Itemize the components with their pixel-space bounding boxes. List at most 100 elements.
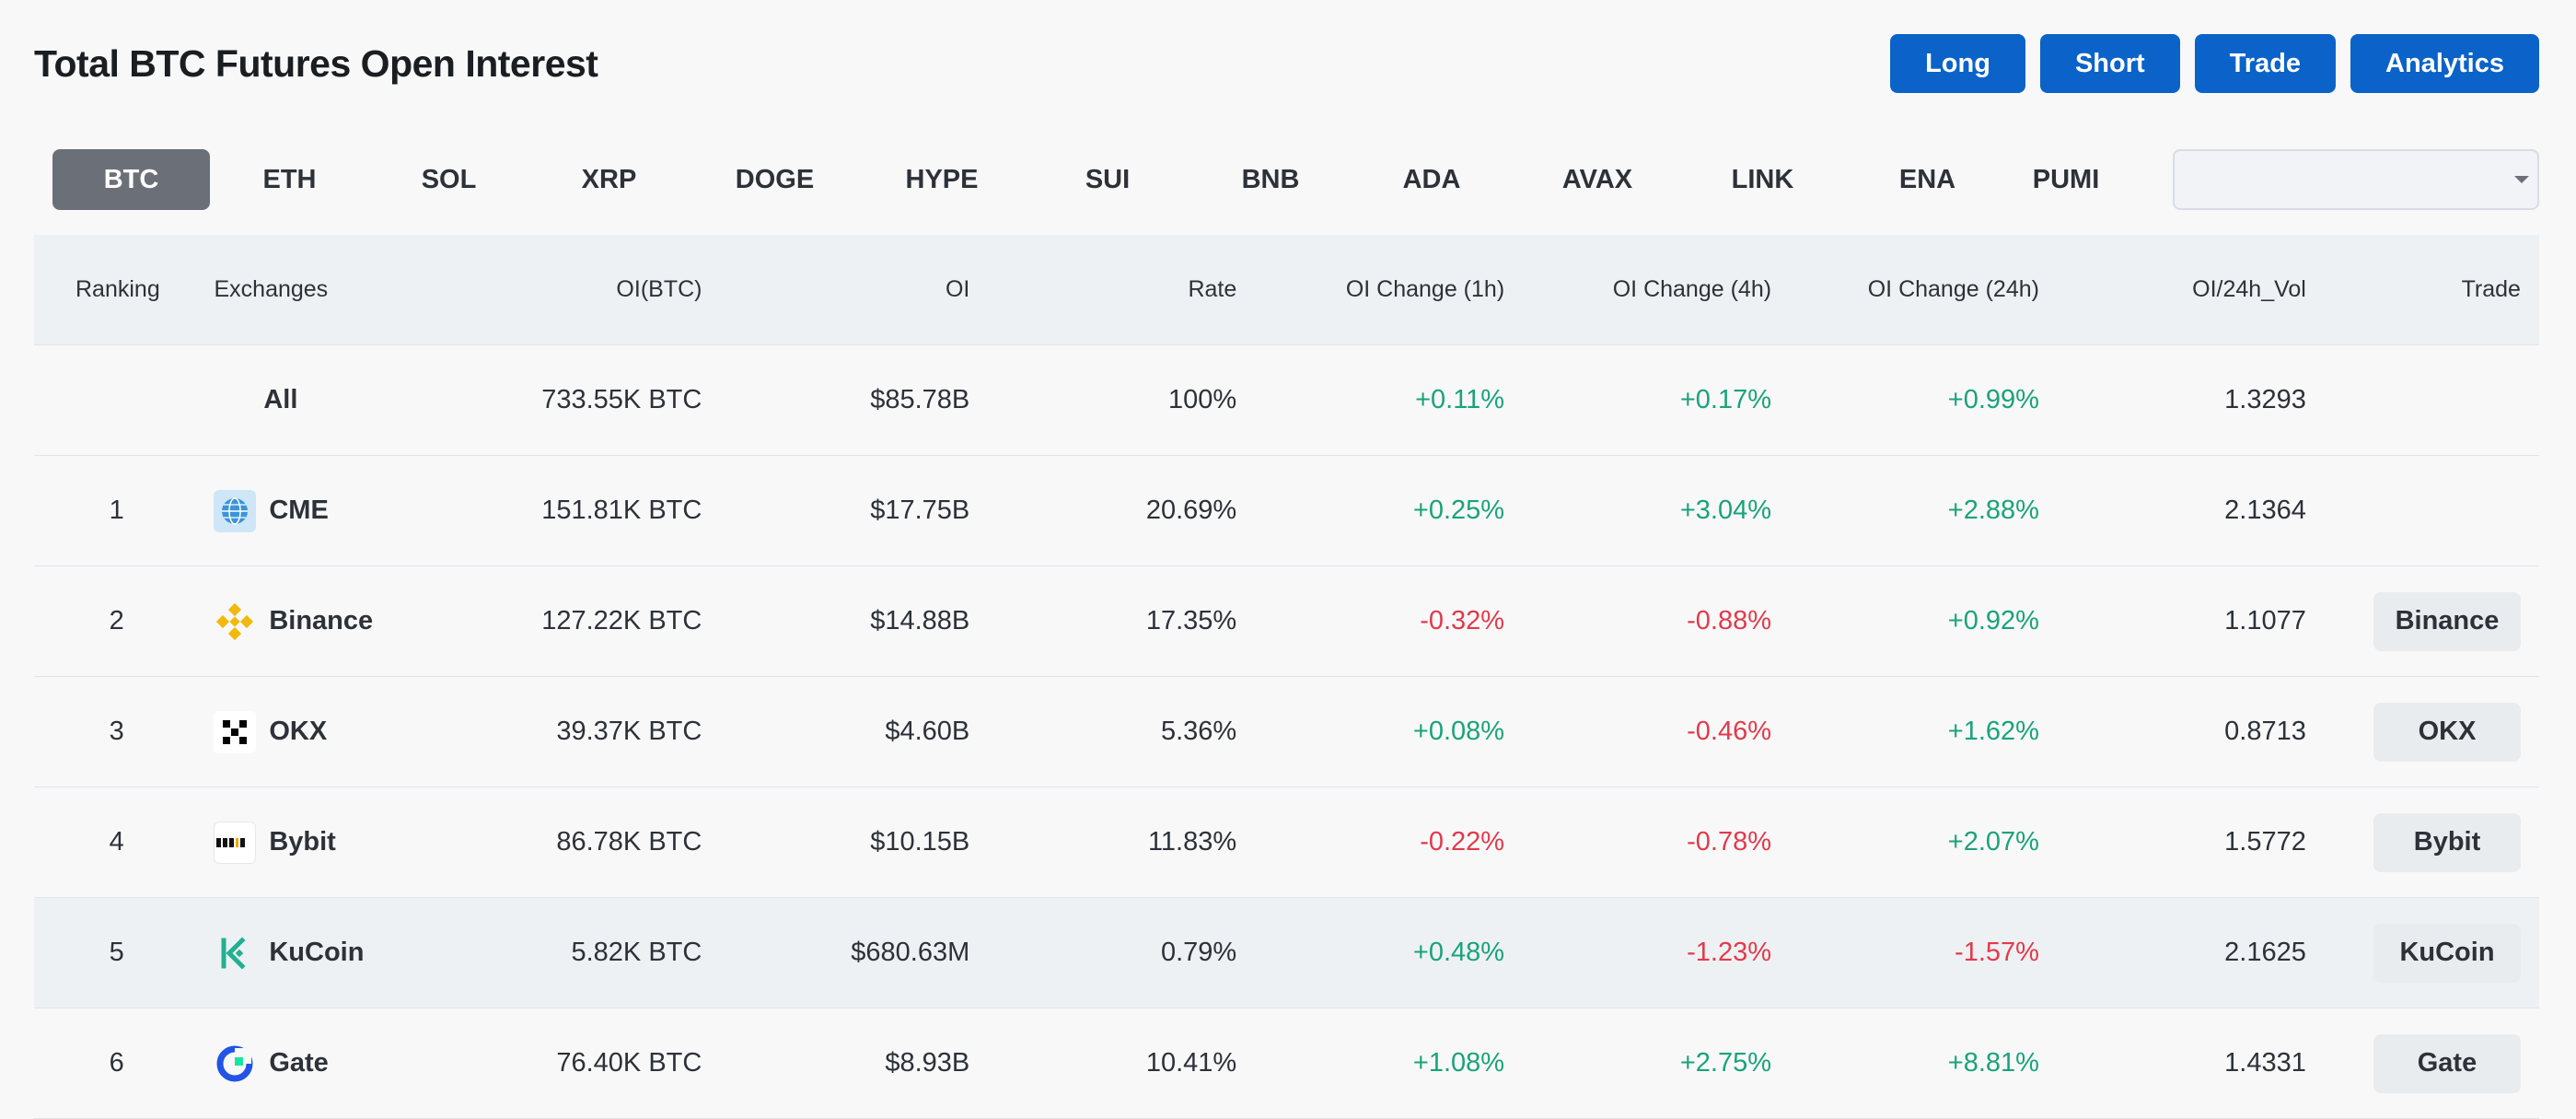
col-oi-btc[interactable]: OI(BTC) bbox=[616, 276, 702, 302]
tab-doge[interactable]: DOGE bbox=[735, 164, 815, 194]
change-4h-cell: -1.23% bbox=[1687, 938, 1772, 967]
oi-btc-cell: 39.37K BTC bbox=[556, 717, 702, 746]
trade-binance-button[interactable]: Binance bbox=[2373, 591, 2521, 651]
col-oi-change-24h[interactable]: OI Change (24h) bbox=[1867, 276, 2039, 302]
change-24h-cell: +8.81% bbox=[1947, 1048, 2039, 1078]
search-box[interactable] bbox=[2173, 149, 2539, 210]
rate-cell: 0.79% bbox=[1160, 938, 1237, 967]
analytics-button[interactable]: Analytics bbox=[2350, 34, 2539, 93]
tab-xrp[interactable]: XRP bbox=[581, 164, 637, 194]
change-4h-cell: +2.75% bbox=[1679, 1048, 1772, 1078]
change-4h-cell: +0.17% bbox=[1679, 385, 1772, 414]
exchange-name: KuCoin bbox=[269, 938, 365, 967]
trade-button[interactable]: Trade bbox=[2194, 34, 2337, 93]
binance-logo-icon bbox=[214, 600, 256, 643]
short-button[interactable]: Short bbox=[2039, 34, 2180, 93]
oi-cell: $85.78B bbox=[870, 385, 970, 414]
trade-okx-button[interactable]: OKX bbox=[2373, 702, 2521, 762]
oi-btc-cell: 127.22K BTC bbox=[541, 606, 702, 635]
col-oi-change-4h[interactable]: OI Change (4h) bbox=[1612, 276, 1772, 302]
table-row: 4 Bybit 86.78K BTC $10.15B 11.83% -0.22%… bbox=[34, 787, 2539, 898]
change-4h-cell: -0.46% bbox=[1687, 717, 1772, 746]
tab-btc[interactable]: BTC bbox=[52, 149, 210, 210]
tab-ena[interactable]: ENA bbox=[1898, 164, 1956, 194]
change-4h-cell: -0.88% bbox=[1687, 606, 1772, 635]
oi-cell: $4.60B bbox=[885, 717, 970, 746]
tab-eth[interactable]: ETH bbox=[262, 164, 317, 194]
trade-kucoin-button[interactable]: KuCoin bbox=[2373, 923, 2521, 983]
tab-hype[interactable]: HYPE bbox=[905, 164, 979, 194]
exchange-name: Gate bbox=[269, 1048, 329, 1078]
oi-cell: $10.15B bbox=[870, 827, 970, 857]
exchange-cell[interactable]: CME bbox=[199, 489, 410, 532]
rank-cell: 1 bbox=[109, 495, 124, 525]
oi-cell: $14.88B bbox=[870, 606, 970, 635]
rate-cell: 100% bbox=[1168, 385, 1237, 414]
exchange-name: Binance bbox=[269, 606, 374, 635]
exchange-name: CME bbox=[269, 495, 329, 525]
oi-cell: $680.63M bbox=[851, 938, 970, 967]
vol-ratio-cell: 2.1364 bbox=[2224, 495, 2306, 525]
col-oi[interactable]: OI bbox=[945, 276, 970, 302]
page-header: Total BTC Futures Open Interest Long Sho… bbox=[34, 34, 2539, 93]
vol-ratio-cell: 1.4331 bbox=[2224, 1048, 2306, 1078]
change-4h-cell: +3.04% bbox=[1679, 495, 1772, 525]
tab-bnb[interactable]: BNB bbox=[1241, 164, 1300, 194]
chevron-down-icon[interactable] bbox=[2514, 176, 2529, 183]
change-24h-cell: +0.99% bbox=[1947, 385, 2039, 414]
trade-gate-button[interactable]: Gate bbox=[2373, 1033, 2521, 1093]
exchange-cell[interactable]: KuCoin bbox=[199, 932, 410, 974]
bybit-logo-icon bbox=[214, 821, 257, 864]
change-1h-cell: -0.22% bbox=[1420, 827, 1505, 857]
tab-pumi[interactable]: PUMI bbox=[2032, 164, 2100, 194]
change-1h-cell: -0.32% bbox=[1420, 606, 1505, 635]
oi-cell: $17.75B bbox=[870, 495, 970, 525]
col-rate[interactable]: Rate bbox=[1188, 276, 1237, 302]
rank-cell: 6 bbox=[109, 1048, 124, 1078]
open-interest-table: Ranking Exchanges OI(BTC) OI Rate OI Cha… bbox=[34, 235, 2539, 1119]
tab-ada[interactable]: ADA bbox=[1402, 164, 1461, 194]
table-header: Ranking Exchanges OI(BTC) OI Rate OI Cha… bbox=[34, 235, 2539, 345]
table-row-all: All 733.55K BTC $85.78B 100% +0.11% +0.1… bbox=[34, 345, 2539, 456]
table-row: 6 Gate 76.40K BTC $8.93B 10.41% +1.08% +… bbox=[34, 1008, 2539, 1119]
oi-btc-cell: 5.82K BTC bbox=[571, 938, 702, 967]
change-1h-cell: +0.48% bbox=[1412, 938, 1505, 967]
exchange-cell[interactable]: Bybit bbox=[199, 821, 410, 864]
okx-logo-icon bbox=[214, 710, 257, 753]
change-24h-cell: +1.62% bbox=[1947, 717, 2039, 746]
kucoin-logo-icon bbox=[214, 932, 256, 974]
col-exchanges[interactable]: Exchanges bbox=[214, 276, 329, 302]
col-oi-24h-vol[interactable]: OI/24h_Vol bbox=[2192, 276, 2306, 302]
gate-logo-icon bbox=[214, 1043, 256, 1085]
change-4h-cell: -0.78% bbox=[1687, 827, 1772, 857]
rank-cell: 2 bbox=[109, 606, 124, 635]
tab-sui[interactable]: SUI bbox=[1085, 164, 1131, 194]
change-24h-cell: +2.88% bbox=[1947, 495, 2039, 525]
change-1h-cell: +0.08% bbox=[1412, 717, 1505, 746]
tab-avax[interactable]: AVAX bbox=[1561, 164, 1633, 194]
tab-link[interactable]: LINK bbox=[1731, 164, 1794, 194]
change-1h-cell: +1.08% bbox=[1412, 1048, 1505, 1078]
search-input[interactable] bbox=[2206, 165, 2514, 194]
trade-bybit-button[interactable]: Bybit bbox=[2373, 812, 2521, 872]
exchange-cell[interactable]: OKX bbox=[199, 710, 410, 753]
rate-cell: 5.36% bbox=[1160, 717, 1237, 746]
table-row: 2 Binance 127.22K BTC $14.88B 17.35% -0.… bbox=[34, 566, 2539, 677]
tab-sol[interactable]: SOL bbox=[421, 164, 477, 194]
cme-logo-icon bbox=[214, 489, 257, 532]
rank-cell: 3 bbox=[109, 717, 124, 746]
vol-ratio-cell: 1.1077 bbox=[2224, 606, 2306, 635]
oi-btc-cell: 733.55K BTC bbox=[541, 385, 702, 414]
rate-cell: 11.83% bbox=[1147, 827, 1237, 857]
oi-btc-cell: 86.78K BTC bbox=[556, 827, 702, 857]
oi-btc-cell: 76.40K BTC bbox=[556, 1048, 702, 1078]
change-24h-cell: +2.07% bbox=[1947, 827, 2039, 857]
col-ranking[interactable]: Ranking bbox=[75, 276, 160, 302]
exchange-name: Bybit bbox=[269, 827, 336, 857]
oi-btc-cell: 151.81K BTC bbox=[541, 495, 702, 525]
exchange-cell[interactable]: Binance bbox=[199, 600, 410, 643]
long-button[interactable]: Long bbox=[1890, 34, 2025, 93]
oi-cell: $8.93B bbox=[885, 1048, 970, 1078]
exchange-cell[interactable]: Gate bbox=[199, 1043, 410, 1085]
col-oi-change-1h[interactable]: OI Change (1h) bbox=[1345, 276, 1505, 302]
